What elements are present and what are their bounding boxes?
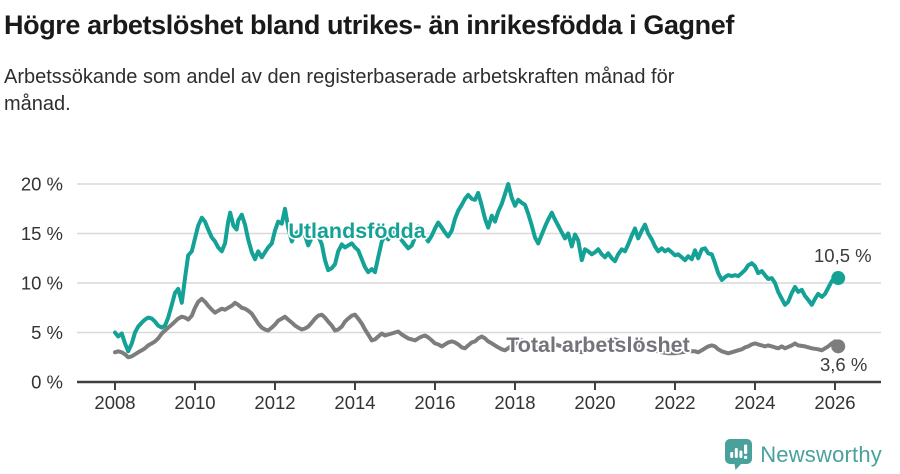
y-tick-label: 5 % [31, 322, 63, 343]
series-end-dot [831, 339, 846, 354]
x-tick-label: 2018 [494, 392, 535, 413]
series-label: Utlandsfödda [288, 219, 426, 243]
x-tick-label: 2012 [254, 392, 295, 413]
series-label: Total arbetslöshet [506, 333, 690, 357]
x-tick-label: 2024 [734, 392, 775, 413]
y-tick-label: 20 % [21, 174, 63, 195]
brand-footer: Newsworthy [725, 439, 882, 470]
y-tick-label: 15 % [21, 223, 63, 244]
x-tick-label: 2008 [94, 392, 135, 413]
x-tick-label: 2026 [814, 392, 855, 413]
series-line-total-arbetsl-shet [113, 296, 841, 360]
y-tick-label: 0 % [31, 372, 63, 393]
chart-header: Högre arbetslöshet bland utrikes- än inr… [4, 0, 896, 118]
x-tick-label: 2014 [334, 392, 375, 413]
subtitle-line-2: månad. [4, 93, 71, 115]
x-tick-label: 2020 [574, 392, 615, 413]
series-end-value: 10,5 % [814, 245, 872, 266]
brand-name: Newsworthy [760, 441, 882, 467]
newsworthy-logo-icon [725, 439, 753, 470]
x-tick-label: 2010 [174, 392, 215, 413]
page-title: Högre arbetslöshet bland utrikes- än inr… [4, 10, 734, 40]
subtitle-line-1: Arbetssökande som andel av den registerb… [4, 66, 675, 88]
x-tick-label: 2022 [654, 392, 695, 413]
x-tick-label: 2016 [414, 392, 455, 413]
chart-subtitle: Arbetssökande som andel av den registerb… [4, 64, 896, 118]
series-line-utlandsf-dda [113, 182, 841, 354]
y-tick-label: 10 % [21, 273, 63, 294]
series-end-value: 3,6 % [820, 354, 867, 375]
series-end-dot [831, 271, 846, 286]
